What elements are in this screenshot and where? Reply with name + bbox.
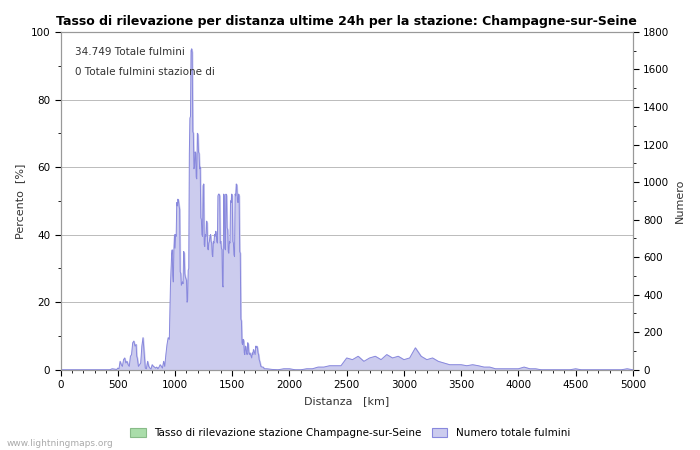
X-axis label: Distanza   [km]: Distanza [km] — [304, 396, 389, 406]
Legend: Tasso di rilevazione stazione Champagne-sur-Seine, Numero totale fulmini: Tasso di rilevazione stazione Champagne-… — [126, 424, 574, 442]
Y-axis label: Numero: Numero — [675, 179, 685, 223]
Title: Tasso di rilevazione per distanza ultime 24h per la stazione: Champagne-sur-Sein: Tasso di rilevazione per distanza ultime… — [56, 15, 637, 28]
Text: www.lightningmaps.org: www.lightningmaps.org — [7, 439, 113, 448]
Y-axis label: Percento  [%]: Percento [%] — [15, 163, 25, 238]
Text: 34.749 Totale fulmini: 34.749 Totale fulmini — [75, 47, 185, 57]
Text: 0 Totale fulmini stazione di: 0 Totale fulmini stazione di — [75, 68, 215, 77]
